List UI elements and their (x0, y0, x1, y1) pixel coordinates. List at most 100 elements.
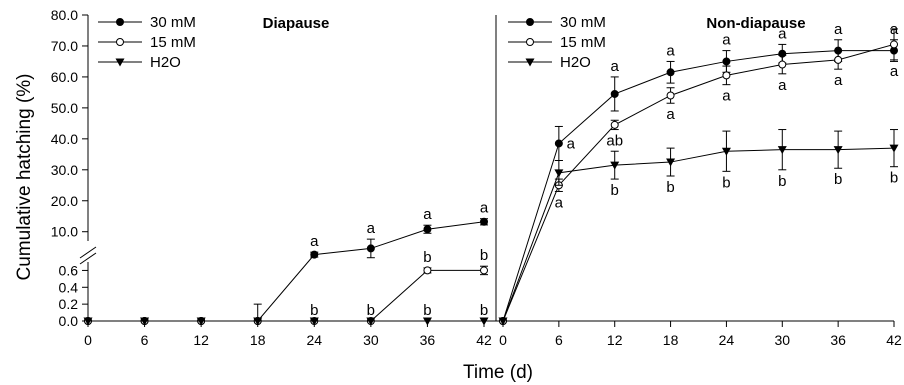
significance-label: a (890, 63, 899, 80)
x-tick-label: 6 (141, 332, 149, 348)
significance-label: a (567, 135, 576, 152)
y-tick-label: 0.6 (59, 262, 79, 278)
x-tick-label: 36 (420, 332, 436, 348)
significance-label: a (890, 21, 899, 38)
legend-label: 15 mM (560, 34, 606, 51)
data-point (554, 169, 564, 178)
data-point (833, 146, 843, 155)
x-tick-label: 30 (363, 332, 379, 348)
y-tick-label: 50.0 (51, 100, 78, 116)
data-point (366, 317, 376, 326)
significance-label: a (611, 58, 620, 75)
axis-break-mark (79, 252, 97, 265)
significance-label: a (778, 25, 787, 42)
significance-label: a (555, 194, 564, 211)
y-tick-label: 20.0 (51, 193, 78, 209)
x-tick-label: 0 (499, 332, 507, 348)
y-tick-label: 0.4 (59, 279, 79, 295)
data-point (554, 139, 563, 148)
significance-label: b (722, 174, 730, 191)
significance-label: a (480, 200, 489, 217)
data-point (777, 146, 787, 155)
series-line (502, 50, 894, 322)
significance-label: b (778, 173, 786, 190)
significance-label: b (480, 247, 488, 264)
significance-label: ab (606, 133, 623, 150)
panel-title-non-diapause: Non-diapause (706, 15, 805, 32)
legend-label: H2O (150, 54, 181, 71)
significance-label: b (310, 302, 318, 319)
y-tick-label: 40.0 (51, 131, 78, 147)
significance-label: b (611, 182, 619, 199)
significance-label: b (423, 249, 431, 266)
data-point (140, 317, 150, 326)
significance-label: a (367, 220, 376, 237)
data-point (666, 91, 675, 100)
axis-break-mark (79, 246, 97, 259)
x-tick-label: 42 (886, 332, 902, 348)
data-point (498, 317, 508, 326)
data-point (423, 266, 432, 275)
y-tick-label: 30.0 (51, 162, 78, 178)
x-tick-label: 30 (774, 332, 790, 348)
data-point (422, 317, 432, 326)
y-tick-label: 0.2 (59, 296, 79, 312)
significance-label: b (666, 179, 674, 196)
significance-label: a (722, 32, 731, 49)
legend-marker (526, 18, 534, 26)
significance-label: a (722, 88, 731, 105)
significance-label: a (778, 77, 787, 94)
data-point (423, 225, 432, 234)
data-point (366, 244, 375, 253)
x-tick-label: 36 (830, 332, 846, 348)
legend-marker (116, 18, 124, 26)
x-tick-label: 0 (84, 332, 92, 348)
x-tick-label: 18 (663, 332, 679, 348)
data-point (889, 144, 899, 153)
data-point (610, 89, 619, 98)
x-tick-label: 42 (476, 332, 492, 348)
series-line (502, 43, 895, 322)
data-point (722, 57, 731, 66)
y-tick-label: 10.0 (51, 224, 78, 240)
significance-label: a (834, 21, 843, 38)
series-line (502, 147, 895, 322)
x-axis-title: Time (d) (463, 362, 533, 383)
legend-marker (115, 58, 125, 67)
plot-area: 10.020.030.040.050.060.070.080.00.00.20.… (51, 7, 902, 348)
x-tick-label: 12 (607, 332, 623, 348)
legend-marker (526, 38, 534, 46)
y-tick-label: 0.0 (59, 313, 79, 329)
significance-label: b (890, 170, 898, 187)
legend-label: H2O (560, 54, 591, 71)
data-point (722, 71, 731, 80)
data-point (83, 317, 93, 326)
legend-label: 30 mM (150, 14, 196, 31)
data-point (890, 40, 898, 49)
significance-label: b (367, 302, 375, 319)
data-point (666, 158, 676, 167)
x-tick-label: 6 (555, 332, 563, 348)
significance-label: a (423, 206, 432, 223)
panel-title-diapause: Diapause (263, 15, 330, 32)
data-point (480, 266, 488, 275)
data-point (666, 68, 675, 77)
y-axis-title: Cumulative hatching (%) (14, 74, 35, 281)
y-tick-label: 70.0 (51, 38, 78, 54)
x-tick-label: 18 (250, 332, 266, 348)
significance-label: a (310, 233, 319, 250)
significance-label: b (423, 302, 431, 319)
significance-label: a (666, 106, 675, 123)
data-point (610, 161, 620, 170)
significance-label: b (480, 302, 488, 319)
y-tick-label: 80.0 (51, 7, 78, 23)
legend-marker (525, 58, 535, 67)
data-point (310, 250, 319, 259)
y-tick-label: 60.0 (51, 69, 78, 85)
data-point (610, 120, 619, 129)
significance-label: a (666, 42, 675, 59)
data-point (479, 317, 489, 326)
data-point (480, 217, 488, 226)
legend-label: 30 mM (560, 14, 606, 31)
